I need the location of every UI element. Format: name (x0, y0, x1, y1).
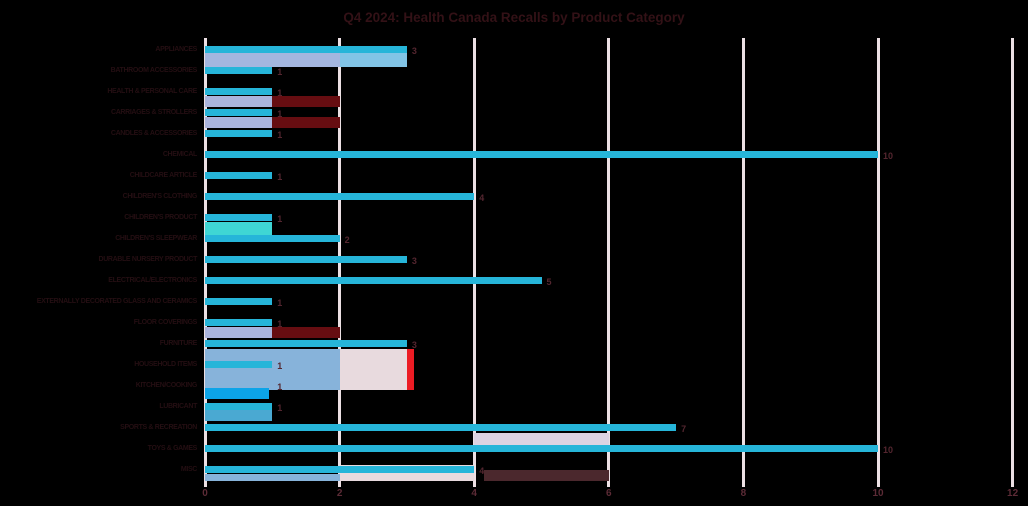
chart-title: Q4 2024: Health Canada Recalls by Produc… (343, 10, 685, 25)
gridline (607, 38, 611, 487)
value-label: 1 (277, 361, 283, 371)
main-bar (205, 388, 269, 399)
bar-segment-darkred (272, 117, 340, 128)
value-label: 2 (344, 235, 350, 245)
value-label: 3 (411, 256, 417, 266)
value-label: 1 (277, 403, 283, 413)
x-axis-tick-label: 6 (606, 488, 612, 499)
value-label: 1 (277, 319, 283, 329)
category-label: FURNITURE (159, 340, 198, 347)
main-bar (205, 445, 878, 452)
gridline (741, 38, 745, 487)
value-label: 7 (681, 424, 687, 434)
category-label: APPLIANCES (155, 46, 197, 53)
category-label: BATHROOM ACCESSORIES (110, 67, 198, 74)
bar-segment-lavender (205, 53, 340, 67)
main-bar (205, 256, 407, 263)
main-bar (205, 466, 475, 473)
main-bar (205, 130, 273, 137)
category-label: HEALTH & PERSONAL CARE (107, 88, 197, 95)
value-label: 4 (479, 193, 485, 203)
category-label: KITCHEN/COOKING (135, 382, 198, 389)
main-bar (205, 151, 878, 158)
gridline (472, 38, 476, 487)
value-label: 1 (277, 88, 283, 98)
category-label: CARRIAGES & STROLLERS (111, 109, 197, 116)
main-bar (205, 193, 475, 200)
main-bar (205, 235, 340, 242)
category-label: CHILDCARE ARTICLE (129, 172, 198, 179)
main-bar (205, 67, 273, 74)
category-label: MISC (180, 466, 197, 473)
bar-segment-darkred (272, 96, 340, 107)
x-axis-tick-label: 4 (471, 488, 477, 499)
value-label: 5 (546, 277, 552, 287)
category-label: TOYS & GAMES (147, 445, 198, 452)
bar-segment-lavender (205, 117, 273, 128)
main-bar (205, 88, 273, 95)
main-bar (205, 424, 677, 431)
main-bar (205, 340, 407, 347)
category-label: CHEMICAL (162, 151, 198, 158)
x-axis-tick-label: 0 (202, 488, 208, 499)
main-bar (205, 109, 273, 116)
category-label: DURABLE NURSERY PRODUCT (98, 256, 197, 263)
category-label: EXTERNALLY DECORATED GLASS AND CERAMICS (36, 298, 198, 305)
x-axis-tick-label: 2 (336, 488, 343, 499)
bar-segment-steelblue (205, 349, 340, 390)
gridline (876, 38, 880, 487)
main-bar (205, 319, 273, 326)
bar-segment-darkred (272, 327, 340, 338)
category-label: FLOOR COVERINGS (133, 319, 198, 326)
category-label: CHILDREN'S PRODUCT (124, 214, 197, 221)
value-label: 10 (883, 151, 894, 161)
main-bar (205, 214, 273, 221)
value-label: 1 (277, 109, 283, 119)
bar-segment-lavender (205, 327, 273, 338)
value-label: 4 (479, 466, 485, 476)
x-axis-tick-label: 8 (740, 488, 747, 499)
value-label: 1 (277, 298, 283, 308)
gridline (1011, 38, 1015, 487)
value-label: 10 (883, 445, 894, 455)
category-label: CHILDREN'S SLEEPWEAR (115, 235, 197, 242)
value-label: 1 (277, 382, 283, 392)
main-bar (205, 277, 542, 284)
value-label: 1 (277, 214, 283, 224)
bar-segment-pink (339, 349, 407, 390)
category-label: ELECTRICAL/ELECTRONICS (108, 277, 197, 284)
value-label: 1 (277, 172, 283, 182)
value-label: 3 (411, 46, 417, 56)
x-axis-tick-label: 10 (872, 488, 884, 499)
bar-segment-red (406, 349, 414, 390)
main-bar (205, 172, 273, 179)
x-axis-tick-label: 12 (1007, 488, 1019, 499)
category-label: SPORTS & RECREATION (120, 424, 197, 431)
bar-segment-turquoise (205, 222, 273, 235)
main-bar (205, 403, 273, 410)
main-bar (205, 298, 273, 305)
category-label: HOUSEHOLD ITEMS (134, 361, 197, 368)
bar-segment-steelblue (205, 474, 340, 481)
category-label: CHILDREN'S CLOTHING (122, 193, 198, 200)
bar-segment-mediumblue (205, 410, 273, 421)
category-label: CANDLES & ACCESSORIES (110, 130, 197, 137)
bar-segment-lavender (205, 96, 273, 107)
main-bar (205, 361, 273, 368)
value-label: 1 (277, 130, 283, 140)
value-label: 3 (411, 340, 417, 350)
main-bar (205, 46, 407, 53)
category-label: LUBRICANT (159, 403, 197, 410)
value-label: 1 (277, 67, 283, 77)
bar-segment-palelavender (474, 433, 609, 445)
bar-segment-maroon (484, 470, 609, 481)
